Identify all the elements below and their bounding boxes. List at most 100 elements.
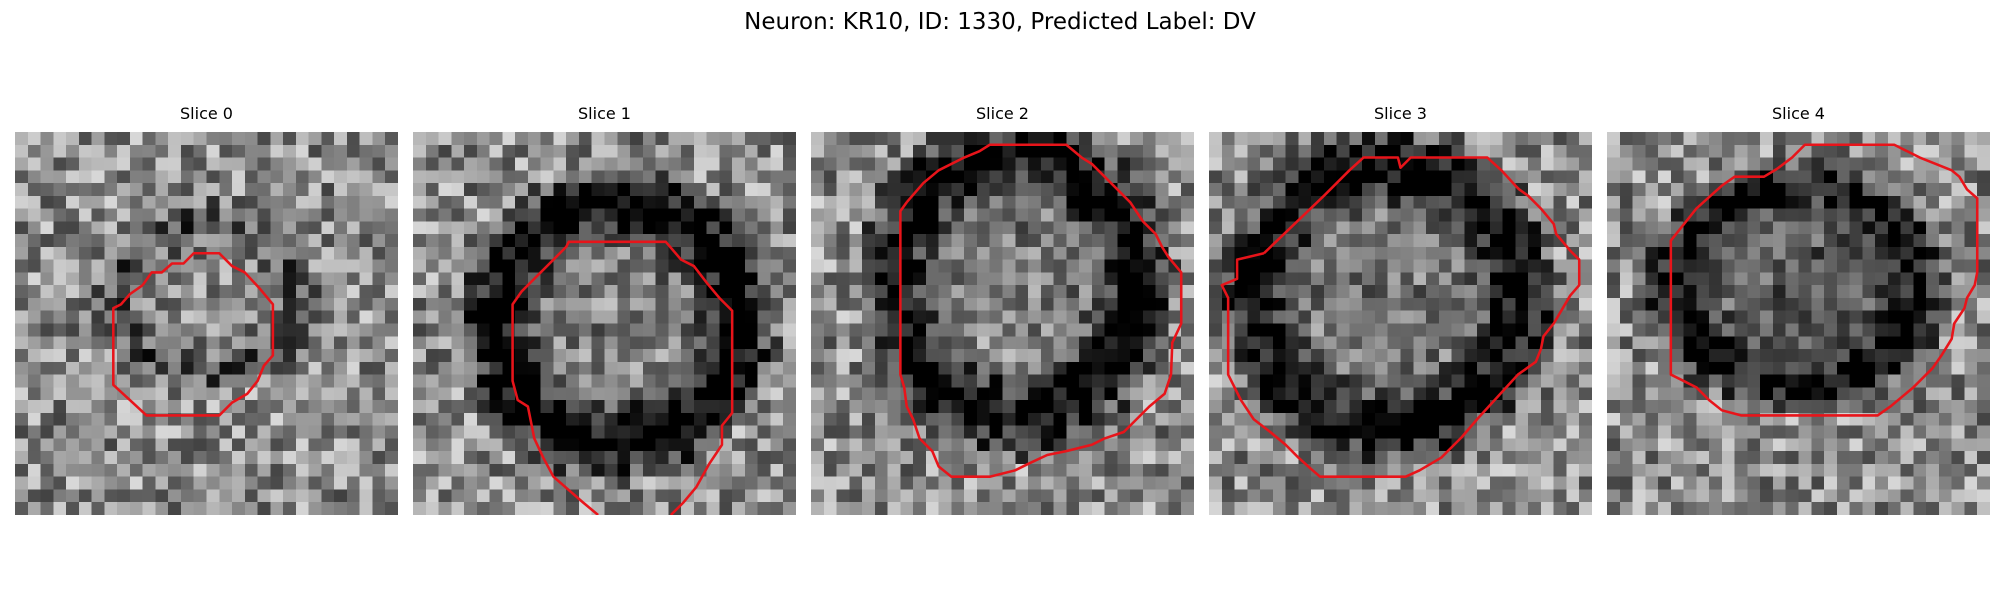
pixel xyxy=(1272,463,1286,477)
pixel xyxy=(257,336,271,350)
pixel xyxy=(642,374,656,388)
pixel xyxy=(1515,438,1529,452)
pixel xyxy=(425,285,439,299)
pixel xyxy=(1977,221,1990,235)
pixel xyxy=(1658,412,1672,426)
pixel xyxy=(693,157,707,171)
pixel xyxy=(874,285,888,299)
pixel xyxy=(257,502,271,515)
pixel xyxy=(1913,183,1927,197)
pixel xyxy=(642,310,656,324)
pixel xyxy=(1387,285,1401,299)
pixel xyxy=(1285,451,1299,465)
pixel xyxy=(321,221,335,235)
pixel xyxy=(346,323,360,337)
pixel xyxy=(1528,183,1542,197)
pixel xyxy=(155,374,169,388)
pixel xyxy=(295,170,309,184)
pixel xyxy=(1247,170,1261,184)
pixel xyxy=(244,502,258,515)
pixel xyxy=(1887,349,1901,363)
pixel xyxy=(1900,425,1914,439)
pixel xyxy=(346,285,360,299)
pixel xyxy=(1670,132,1684,146)
pixel xyxy=(1130,285,1144,299)
pixel xyxy=(1938,463,1952,477)
pixel xyxy=(1168,170,1182,184)
pixel xyxy=(155,310,169,324)
pixel xyxy=(1772,208,1786,222)
pixel xyxy=(1323,297,1337,311)
pixel xyxy=(900,144,914,158)
pixel xyxy=(811,144,825,158)
pixel xyxy=(578,132,592,146)
pixel xyxy=(232,336,246,350)
pixel xyxy=(1130,361,1144,375)
pixel xyxy=(1747,297,1761,311)
pixel xyxy=(1747,208,1761,222)
pixel xyxy=(15,221,29,235)
pixel xyxy=(359,463,373,477)
pixel xyxy=(1117,170,1131,184)
pixel xyxy=(553,323,567,337)
pixel xyxy=(1104,387,1118,401)
pixel xyxy=(1502,400,1516,414)
pixel xyxy=(1696,412,1710,426)
pixel xyxy=(1836,323,1850,337)
pixel xyxy=(1053,208,1067,222)
pixel xyxy=(257,234,271,248)
pixel xyxy=(1875,310,1889,324)
pixel xyxy=(283,412,297,426)
pixel xyxy=(976,208,990,222)
pixel xyxy=(193,463,207,477)
pixel xyxy=(1155,195,1169,209)
pixel xyxy=(78,361,92,375)
pixel xyxy=(1747,285,1761,299)
pixel xyxy=(1502,387,1516,401)
pixel xyxy=(359,208,373,222)
pixel xyxy=(693,412,707,426)
pixel xyxy=(295,208,309,222)
pixel xyxy=(413,361,427,375)
pixel xyxy=(270,195,284,209)
pixel xyxy=(1079,144,1093,158)
pixel xyxy=(811,310,825,324)
pixel xyxy=(334,208,348,222)
pixel xyxy=(1066,157,1080,171)
pixel xyxy=(1477,361,1491,375)
pixel xyxy=(1040,489,1054,503)
pixel xyxy=(168,489,182,503)
pixel xyxy=(334,221,348,235)
pixel xyxy=(1117,259,1131,273)
pixel xyxy=(1234,297,1248,311)
pixel xyxy=(1209,438,1223,452)
pixel xyxy=(1260,195,1274,209)
pixel xyxy=(155,489,169,503)
pixel xyxy=(1117,349,1131,363)
pixel xyxy=(1272,183,1286,197)
pixel xyxy=(757,144,771,158)
pixel xyxy=(823,208,837,222)
pixel xyxy=(1760,246,1774,260)
pixel xyxy=(1015,374,1029,388)
pixel xyxy=(117,259,131,273)
pixel xyxy=(540,489,554,503)
pixel xyxy=(1798,425,1812,439)
pixel xyxy=(951,285,965,299)
pixel xyxy=(489,195,503,209)
pixel xyxy=(1670,246,1684,260)
pixel xyxy=(334,349,348,363)
pixel xyxy=(502,438,516,452)
pixel xyxy=(1862,246,1876,260)
pixel xyxy=(104,259,118,273)
pixel xyxy=(1734,259,1748,273)
pixel xyxy=(1887,476,1901,490)
pixel xyxy=(1155,132,1169,146)
pixel xyxy=(15,400,29,414)
pixel xyxy=(1619,502,1633,515)
pixel xyxy=(874,349,888,363)
pixel xyxy=(976,170,990,184)
pixel xyxy=(1709,438,1723,452)
pixel xyxy=(1824,387,1838,401)
pixel xyxy=(502,195,516,209)
